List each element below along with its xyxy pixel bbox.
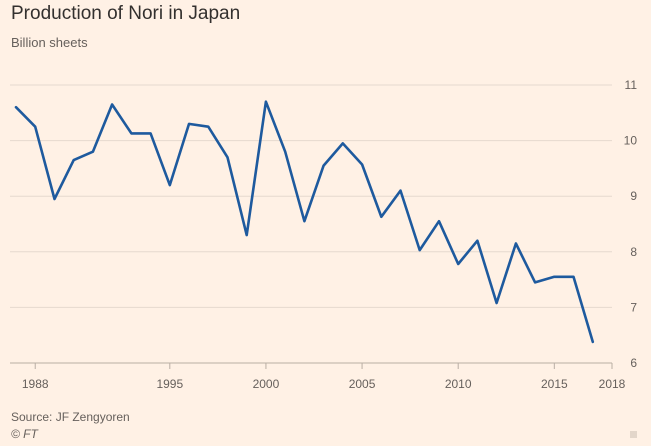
x-tick-label: 2010 [445,377,472,391]
x-tick-label: 2005 [349,377,376,391]
ft-credit: © FT [11,427,38,441]
x-tick-label: 2015 [541,377,568,391]
x-axis: 1988 1995 2000 2005 2010 2015 2018 [22,363,626,391]
gridlines [10,84,612,364]
y-tick-label: 8 [630,245,637,259]
x-tick-label: 1988 [22,377,49,391]
x-tick-label: 2018 [599,377,626,391]
chart-title: Production of Nori in Japan [11,3,241,24]
x-tick-label: 2000 [253,377,280,391]
series-line-nori-production [14,100,595,344]
y-axis: 6 7 8 9 10 11 [624,78,638,370]
corner-mark [630,431,637,438]
y-tick-label: 7 [630,300,637,314]
series-layer [14,100,595,344]
source-note: Source: JF Zengyoren [11,410,130,424]
y-tick-label: 10 [624,134,638,148]
y-tick-label: 6 [630,356,637,370]
x-tick-label: 1995 [156,377,183,391]
chart-subtitle: Billion sheets [11,35,88,50]
y-tick-label: 11 [625,78,638,92]
y-tick-label: 9 [630,189,637,203]
